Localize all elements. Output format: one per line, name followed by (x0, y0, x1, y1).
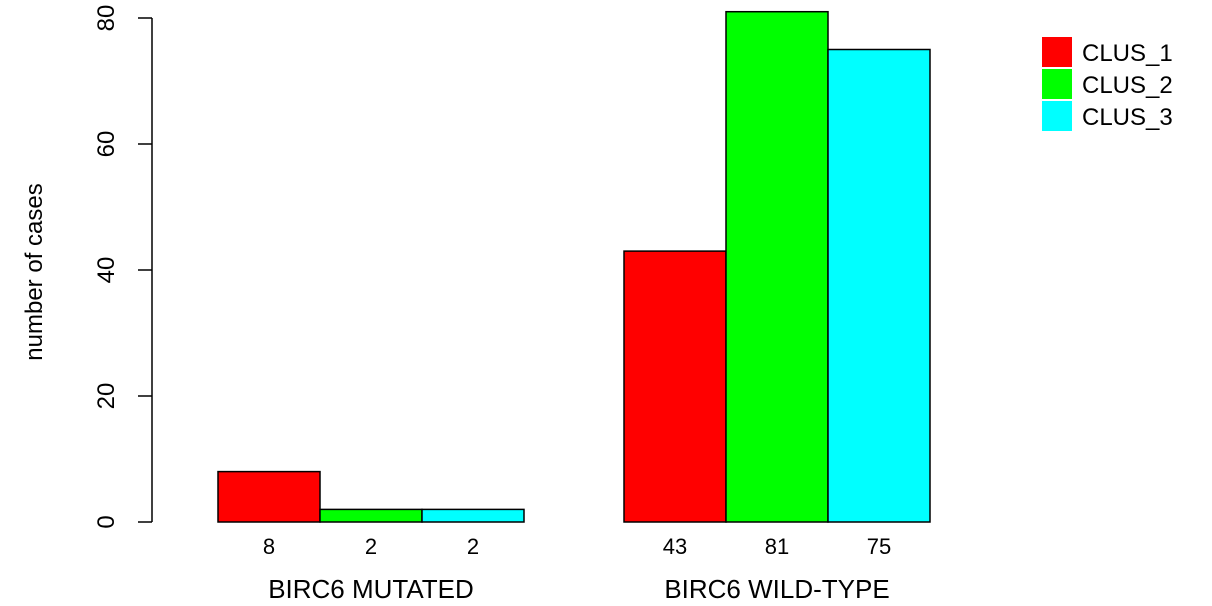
legend-swatch (1042, 37, 1072, 67)
y-tick-label: 40 (93, 257, 120, 284)
bar-clus-2-2 (725, 10, 829, 523)
bar-value-label: 2 (467, 534, 479, 559)
bar-value-label: 81 (765, 534, 789, 559)
y-tick-label: 60 (93, 131, 120, 158)
legend-entry: CLUS_3 (1082, 104, 1173, 131)
bar-clus-1-2 (623, 250, 727, 523)
bars (217, 10, 931, 523)
bar-clus-3-2 (827, 48, 931, 523)
bar-value-label: 2 (365, 534, 377, 559)
legend-swatch (1042, 101, 1072, 131)
category-label: BIRC6 WILD-TYPE (664, 574, 889, 604)
bar-clus-1-1 (217, 470, 321, 523)
bar-value-label: 75 (867, 534, 891, 559)
legend: CLUS_1 CLUS_2 CLUS_3 (1042, 37, 1173, 131)
bar-clus-3-1 (421, 508, 525, 523)
bar-value-labels: 8 2 2 43 81 75 (263, 534, 891, 559)
y-tick-label: 80 (93, 5, 120, 32)
legend-entry: CLUS_2 (1082, 72, 1173, 99)
y-tick-label: 0 (93, 515, 120, 528)
legend-entry: CLUS_1 (1082, 40, 1173, 67)
y-axis-label: number of cases (21, 183, 48, 360)
category-label: BIRC6 MUTATED (268, 574, 474, 604)
legend-swatch (1042, 69, 1072, 99)
category-labels: BIRC6 MUTATED BIRC6 WILD-TYPE (268, 574, 889, 604)
y-axis: 0 20 40 60 80 (93, 5, 153, 529)
y-tick-label: 20 (93, 383, 120, 410)
bar-clus-2-1 (319, 508, 423, 523)
bar-value-label: 43 (663, 534, 687, 559)
bar-value-label: 8 (263, 534, 275, 559)
